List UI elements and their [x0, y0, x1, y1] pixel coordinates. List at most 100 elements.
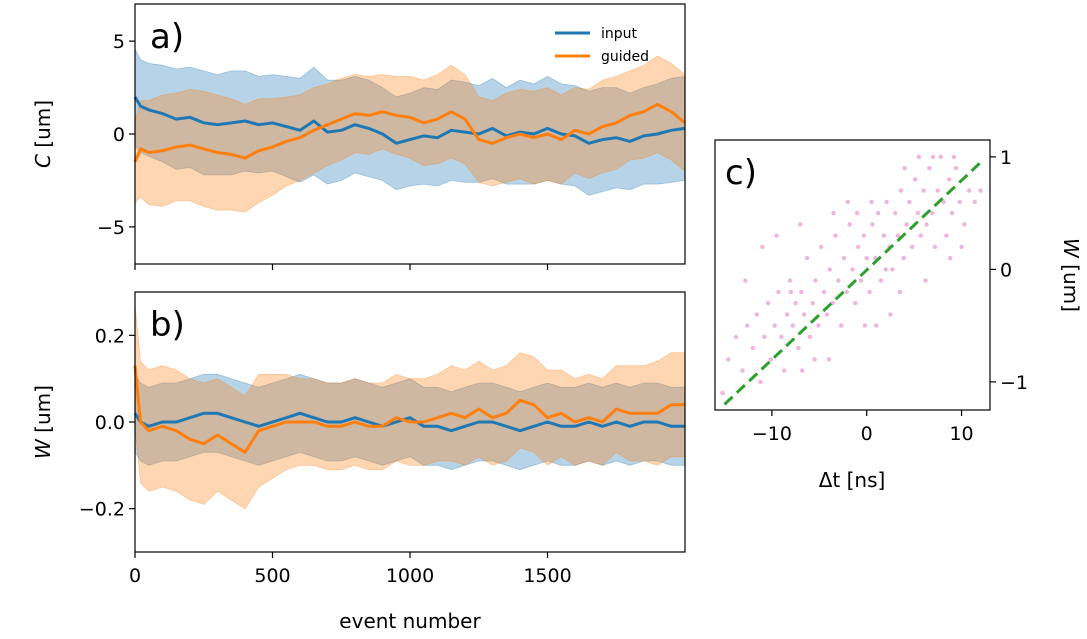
- x-tick-label: 10: [949, 423, 973, 445]
- scatter-point: [733, 334, 739, 340]
- scatter-point: [938, 154, 943, 160]
- panel-c-ylabel-unit: [um]: [1059, 258, 1083, 312]
- scatter-point: [947, 177, 952, 182]
- panel-a-label: a): [150, 17, 184, 57]
- scatter-point: [796, 345, 801, 351]
- y-tick-label: 0.0: [95, 412, 125, 434]
- scatter-point: [874, 323, 879, 328]
- scatter-point: [930, 154, 936, 160]
- scatter-point: [819, 244, 824, 250]
- scatter-point: [847, 222, 852, 227]
- scatter-point: [807, 334, 812, 340]
- panel-c-ylabel: W [um]: [1059, 238, 1083, 312]
- panel-c-ylabel-symbol: W: [1059, 238, 1083, 259]
- scatter-point: [836, 278, 841, 283]
- scatter-point: [812, 357, 817, 362]
- scatter-point: [798, 222, 803, 227]
- scatter-point: [862, 323, 867, 328]
- scatter-point: [904, 222, 909, 227]
- scatter-point: [754, 312, 759, 317]
- panel-b-ylabel-unit: [um]: [31, 385, 55, 439]
- scatter-point: [897, 289, 903, 295]
- scatter-point: [831, 210, 836, 216]
- scatter-point: [927, 165, 932, 171]
- scatter-point: [884, 199, 889, 205]
- scatter-point: [949, 210, 955, 216]
- scatter-point: [915, 210, 921, 216]
- scatter-point: [953, 165, 959, 171]
- panel-c-xlabel: Δt [ns]: [819, 468, 886, 492]
- panel-c-xlabel-delta: Δt: [819, 468, 841, 492]
- x-tick-label: 0: [129, 565, 141, 587]
- x-tick-label: 1500: [523, 565, 571, 587]
- scatter-point: [932, 244, 938, 250]
- scatter-point: [898, 188, 904, 193]
- y-tick-label: −0.2: [79, 499, 125, 521]
- band-guided: [134, 304, 686, 510]
- panel-b-ylabel: W [um]: [31, 385, 55, 459]
- scatter-point: [774, 233, 779, 238]
- panel-b: −0.2 0.0 0.2 0 500 1000 1500 b) W [um] event …: [31, 291, 686, 633]
- scatter-point: [858, 278, 864, 283]
- x-tick-label: 500: [254, 565, 290, 587]
- scatter-point: [944, 233, 949, 238]
- y-tick-label: 0.2: [95, 325, 125, 347]
- scatter-point: [821, 289, 827, 295]
- scatter-point: [750, 345, 756, 351]
- scatter-point: [918, 233, 923, 238]
- scatter-point: [921, 188, 926, 193]
- scatter-point: [762, 334, 767, 340]
- scatter-point: [924, 222, 929, 227]
- scatter-point: [910, 244, 915, 250]
- scatter-point: [861, 233, 867, 238]
- scatter-point: [869, 199, 874, 205]
- scatter-point: [916, 154, 922, 160]
- scatter-point: [801, 312, 807, 317]
- scatter-point: [833, 233, 838, 238]
- y-tick-label: 0: [113, 124, 125, 146]
- x-tick-label: 0: [861, 423, 873, 445]
- scatter-point: [768, 357, 774, 362]
- y-tick-label: 1: [1000, 147, 1012, 169]
- scatter-point: [788, 289, 794, 295]
- scatter-point: [784, 312, 790, 317]
- scatter-point: [912, 177, 918, 182]
- scatter-point: [923, 278, 928, 283]
- scatter-point: [793, 300, 798, 306]
- panel-a-ylabel-unit: [um]: [31, 100, 55, 154]
- scatter-point: [816, 323, 821, 328]
- scatter-point: [720, 390, 725, 396]
- scatter-point: [962, 222, 967, 227]
- y-tick-label: 0: [1000, 259, 1012, 281]
- scatter-point: [800, 368, 805, 373]
- scatter-point: [844, 289, 849, 295]
- scatter-point: [827, 267, 832, 272]
- scatter-point: [888, 312, 893, 317]
- scatter-point: [841, 255, 847, 261]
- legend-label-input: input: [601, 26, 638, 42]
- panel-c-label: c): [725, 153, 757, 193]
- y-tick-label: −5: [97, 217, 125, 239]
- scatter-point: [972, 199, 977, 205]
- scatter-point: [813, 278, 818, 283]
- legend: input guided: [555, 26, 649, 65]
- panel-b-label: b): [150, 305, 185, 345]
- scatter-point: [855, 210, 860, 216]
- scatter-point: [957, 199, 962, 205]
- scatter-point: [935, 188, 940, 193]
- scatter-point: [902, 165, 907, 171]
- scatter-point: [824, 312, 830, 317]
- scatter-point: [726, 357, 731, 362]
- panel-a-ylabel-symbol: C: [31, 154, 55, 168]
- scatter-point: [845, 199, 850, 205]
- panel-b-ylabel-symbol: W: [31, 438, 55, 459]
- scatter-point: [779, 334, 784, 340]
- x-tick-label: −10: [752, 423, 792, 445]
- scatter-point: [951, 154, 957, 160]
- panel-c-frame: [714, 139, 991, 411]
- x-tick-label: 1000: [386, 565, 434, 587]
- scatter-point: [758, 379, 763, 385]
- fit-line: [723, 161, 982, 406]
- legend-label-guided: guided: [601, 49, 649, 65]
